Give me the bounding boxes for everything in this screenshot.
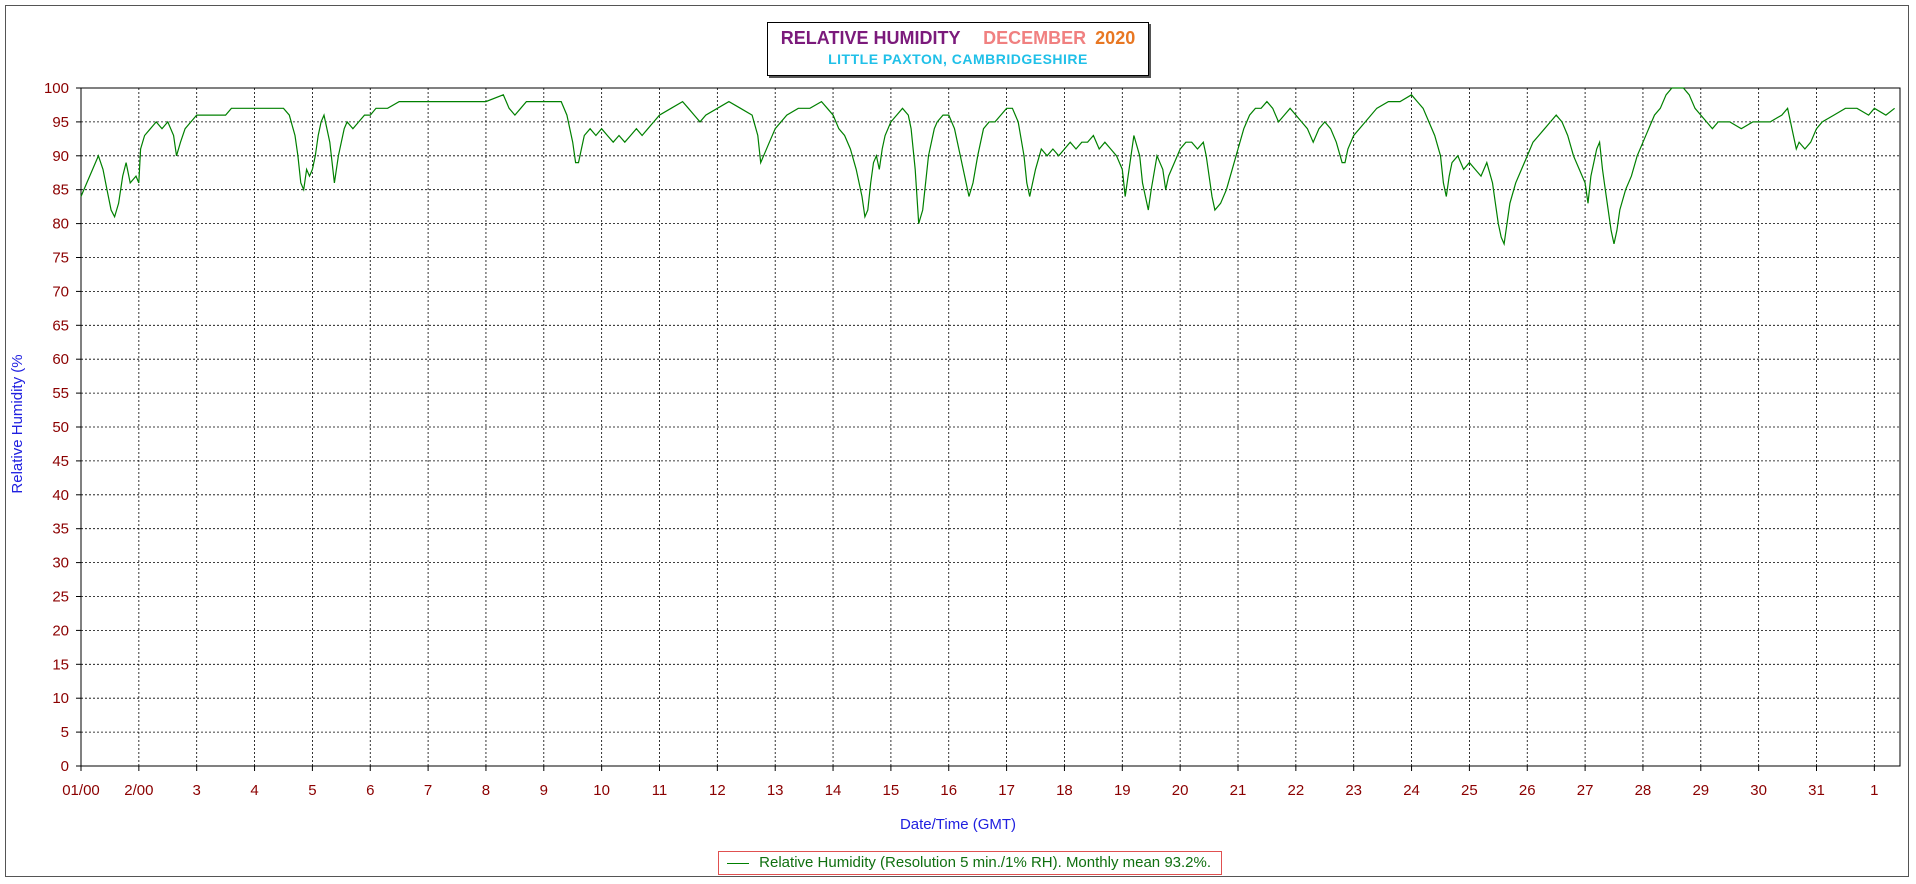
x-tick-label: 16 [940,782,957,799]
y-tick-label: 70 [52,283,69,300]
y-tick-label: 20 [52,622,69,639]
y-tick-label: 80 [52,216,69,233]
x-tick-label: 25 [1461,782,1478,799]
grid-lines [81,88,1900,766]
y-tick-label: 5 [61,724,69,741]
y-tick-label: 50 [52,419,69,436]
y-tick-label: 40 [52,487,69,504]
legend-label: Relative Humidity (Resolution 5 min./1% … [759,854,1212,871]
x-tick-label: 6 [366,782,374,799]
y-tick-label: 35 [52,521,69,538]
x-tick-label: 28 [1635,782,1652,799]
x-tick-label: 7 [424,782,432,799]
x-tick-label: 19 [1114,782,1131,799]
chart-frame [5,5,1909,877]
chart-title-box: RELATIVE HUMIDITY DECEMBER 2020 LITTLE P… [767,22,1149,76]
x-tick-label: 14 [825,782,842,799]
x-tick-label: 31 [1808,782,1825,799]
x-tick-label: 20 [1172,782,1189,799]
y-axis-label: Relative Humidity (% [9,354,26,493]
legend-line-swatch [727,862,749,864]
x-axis-label: Date/Time (GMT) [899,816,1017,833]
x-tick-label: 2/00 [124,782,153,799]
x-tick-label: 1 [1870,782,1878,799]
x-tick-label: 27 [1577,782,1594,799]
y-tick-label: 100 [44,80,69,97]
humidity-series-line [80,87,1895,247]
y-tick-label: 0 [61,758,69,775]
x-tick-label: 01/00 [62,782,100,799]
y-tick-label: 30 [52,555,69,572]
y-tick-label: 25 [52,589,69,606]
x-tick-label: 30 [1750,782,1767,799]
x-tick-label: 12 [709,782,726,799]
title-year: 2020 [1095,28,1136,48]
x-tick-label: 4 [250,782,258,799]
x-tick-label: 15 [883,782,900,799]
y-tick-label: 45 [52,453,69,470]
chart-legend: Relative Humidity (Resolution 5 min./1% … [718,851,1222,875]
x-tick-label: 23 [1345,782,1362,799]
x-tick-label: 21 [1230,782,1247,799]
y-tick-label: 85 [52,182,69,199]
y-tick-label: 95 [52,114,69,131]
x-tick-label: 5 [308,782,316,799]
y-tick-label: 10 [52,690,69,707]
x-tick-label: 24 [1403,782,1420,799]
x-tick-label: 9 [540,782,548,799]
x-axis-ticks: 01/00 2/00 3 4 5 6 7 8 9 10 11 12 13 14 15 16 17 18 19 20 21… [62,766,1879,799]
x-tick-label: 13 [767,782,784,799]
title-month: DECEMBER [983,28,1087,48]
y-axis-ticks: 0 5 10 15 20 25 30 35 40 45 50 55 60 65 70 75 80 85 90 95 10… [44,80,81,775]
x-tick-label: 8 [482,782,490,799]
x-tick-label: 29 [1692,782,1709,799]
chart-title: RELATIVE HUMIDITY DECEMBER 2020 [768,28,1148,49]
y-tick-label: 15 [52,656,69,673]
x-tick-label: 17 [998,782,1015,799]
x-tick-label: 3 [193,782,201,799]
y-tick-label: 60 [52,351,69,368]
chart-subtitle: LITTLE PAXTON, CAMBRIDGESHIRE [828,51,1088,67]
y-tick-label: 90 [52,148,69,165]
x-tick-label: 22 [1288,782,1305,799]
y-tick-label: 55 [52,385,69,402]
x-tick-label: 10 [593,782,610,799]
x-tick-label: 11 [652,782,668,799]
x-tick-label: 18 [1056,782,1073,799]
y-tick-label: 75 [52,250,69,267]
y-tick-label: 65 [52,317,69,334]
title-main: RELATIVE HUMIDITY [780,28,961,48]
x-tick-label: 26 [1519,782,1536,799]
